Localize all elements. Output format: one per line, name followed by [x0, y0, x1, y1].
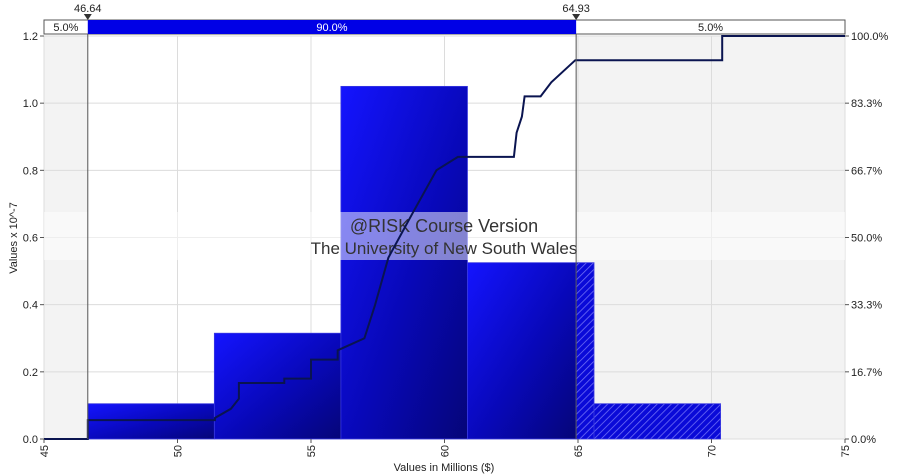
delimiter-value: 46.64 — [74, 3, 102, 15]
y2-tick-label: 33.3% — [851, 300, 882, 312]
histogram-bar — [467, 262, 577, 440]
watermark-line1: @RISK Course Version — [350, 216, 538, 236]
x-axis-label: Values in Millions ($) — [394, 462, 495, 474]
y2-tick-label: 100.0% — [851, 31, 889, 43]
cumulative-line — [44, 35, 845, 440]
y-tick-label: 0.0 — [23, 434, 38, 446]
percent-right-label: 5.0% — [698, 22, 723, 34]
percent-left-label: 5.0% — [53, 22, 78, 34]
x-tick-label: 60 — [440, 445, 452, 457]
x-tick-label: 70 — [707, 445, 719, 457]
y-tick-label: 1.2 — [23, 31, 38, 43]
y-tick-label: 0.4 — [23, 300, 38, 312]
y2-axis-ticks: 0.0% 16.7% 33.3% 50.0% 66.7% 83.3% 100.0% — [845, 31, 889, 446]
y-axis-ticks: 0.0 0.2 0.4 0.6 0.8 1.0 1.2 — [23, 31, 44, 446]
delimiter-value: 64.93 — [562, 3, 590, 15]
y-tick-label: 0.8 — [23, 165, 38, 177]
x-tick-label: 75 — [840, 445, 852, 457]
histogram-bar — [340, 85, 468, 440]
percent-middle-label: 90.0% — [316, 22, 347, 34]
y2-tick-label: 66.7% — [851, 165, 882, 177]
percent-bar-middle — [87, 20, 577, 34]
delimiter-marker — [572, 14, 581, 20]
histogram-bar — [593, 403, 721, 440]
y2-tick-label: 16.7% — [851, 367, 882, 379]
x-axis-ticks: 45 50 55 60 65 70 75 — [39, 439, 852, 457]
y-tick-label: 1.0 — [23, 98, 38, 110]
x-tick-label: 55 — [306, 445, 318, 457]
y2-tick-label: 50.0% — [851, 233, 882, 245]
histogram-bar — [213, 332, 342, 440]
bars — [87, 85, 721, 440]
histogram-bar-tail — [575, 262, 595, 440]
watermark-band — [44, 212, 845, 260]
y-axis-label: Values x 10^-7 — [8, 202, 20, 274]
y2-tick-label: 0.0% — [851, 434, 876, 446]
delimiters[interactable]: 46.64 64.93 — [74, 3, 590, 439]
y-tick-label: 0.6 — [23, 233, 38, 245]
histogram-bar — [87, 403, 215, 440]
x-tick-label: 45 — [39, 445, 51, 457]
delimiter-marker — [83, 14, 92, 20]
y2-tick-label: 83.3% — [851, 98, 882, 110]
y-tick-label: 0.2 — [23, 367, 38, 379]
watermark-line2: The University of New South Wales — [311, 239, 578, 258]
x-tick-label: 65 — [573, 445, 585, 457]
x-tick-label: 50 — [173, 445, 185, 457]
